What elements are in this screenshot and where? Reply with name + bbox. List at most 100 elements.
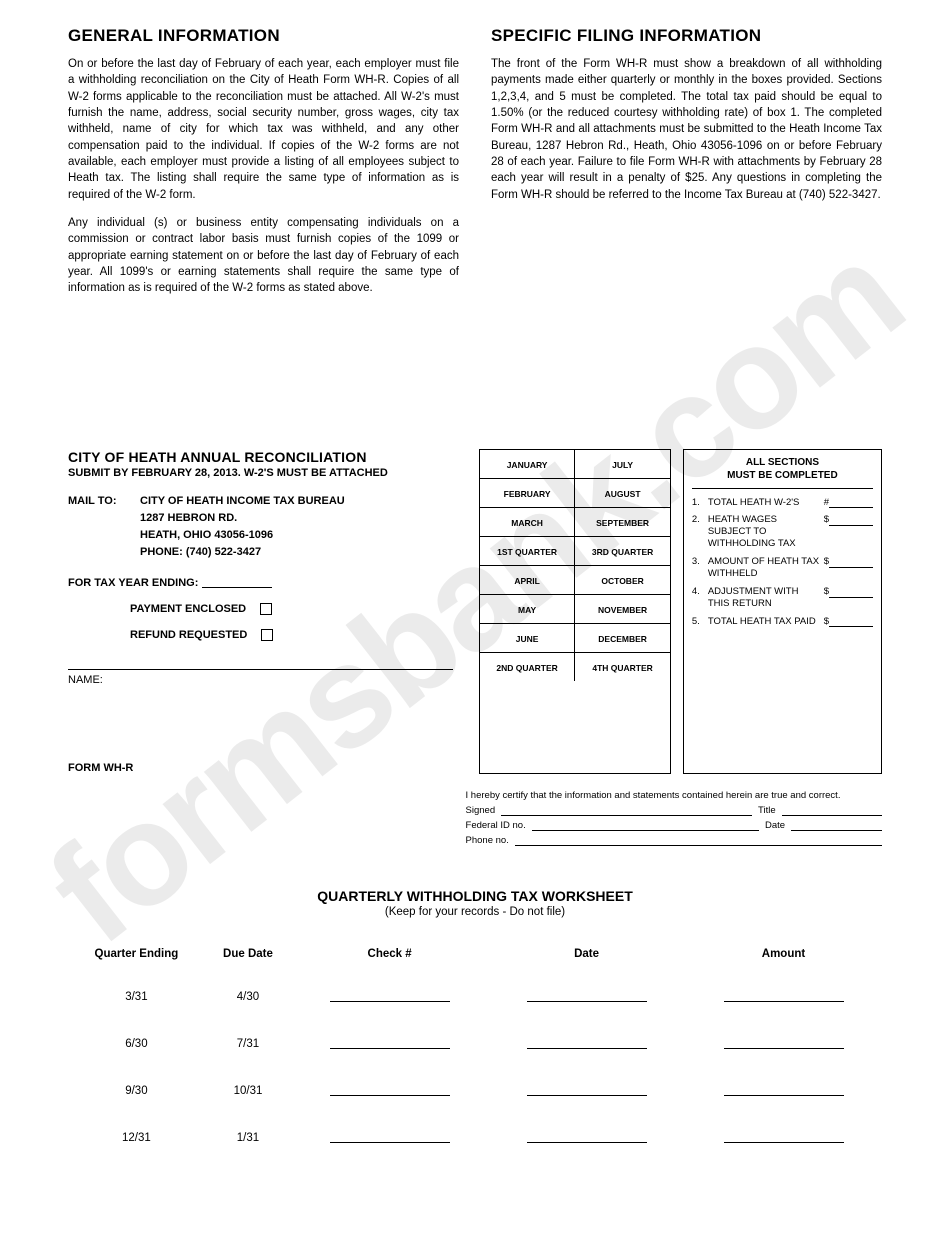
check-number-cell[interactable]	[291, 1068, 488, 1115]
signed-input[interactable]	[501, 805, 752, 816]
check-number-cell[interactable]	[291, 1021, 488, 1068]
reconciliation-subtitle: SUBMIT BY FEBRUARY 28, 2013. W-2'S MUST …	[68, 467, 453, 479]
quarter-ending-cell: 3/31	[68, 974, 205, 1021]
phone-input[interactable]	[515, 835, 882, 846]
month-cell[interactable]: 4TH QUARTER	[574, 653, 670, 681]
worksheet-column-header: Due Date	[205, 940, 291, 974]
specific-info-column: SPECIFIC FILING INFORMATION The front of…	[491, 26, 882, 309]
due-date-cell: 10/31	[205, 1068, 291, 1115]
due-date-cell: 1/31	[205, 1115, 291, 1162]
month-row: 1ST QUARTER3RD QUARTER	[480, 536, 670, 565]
section-amount[interactable]: $	[824, 616, 873, 628]
fedid-label: Federal ID no.	[466, 820, 526, 831]
mail-to-label: MAIL TO:	[68, 493, 130, 561]
month-cell[interactable]: MARCH	[480, 508, 575, 536]
section-label: TOTAL HEATH TAX PAID	[708, 616, 820, 628]
section-amount[interactable]: $	[824, 556, 873, 568]
info-columns: GENERAL INFORMATION On or before the las…	[68, 26, 882, 309]
section-amount[interactable]: $	[824, 586, 873, 598]
month-row: FEBRUARYAUGUST	[480, 478, 670, 507]
reconciliation-title: CITY OF HEATH ANNUAL RECONCILIATION	[68, 449, 453, 465]
certification-block: I hereby certify that the information an…	[466, 790, 882, 846]
worksheet-row: 3/314/30	[68, 974, 882, 1021]
payment-enclosed-label: PAYMENT ENCLOSED	[130, 603, 246, 615]
date-input[interactable]	[791, 820, 882, 831]
section-amount[interactable]: #	[824, 497, 873, 509]
check-number-cell[interactable]	[291, 974, 488, 1021]
refund-requested-row: REFUND REQUESTED	[68, 629, 453, 641]
due-date-cell: 4/30	[205, 974, 291, 1021]
month-cell[interactable]: FEBRUARY	[480, 479, 575, 507]
fedid-input[interactable]	[532, 820, 759, 831]
section-item: 4.ADJUSTMENT WITH THIS RETURN$	[692, 586, 873, 610]
section-item: 5.TOTAL HEATH TAX PAID$	[692, 616, 873, 628]
amount-cell[interactable]	[685, 974, 882, 1021]
tax-year-ending-field: FOR TAX YEAR ENDING:	[68, 577, 453, 589]
sections-header-1: ALL SECTIONS	[746, 457, 819, 468]
month-cell[interactable]: APRIL	[480, 566, 575, 594]
specific-info-para1: The front of the Form WH-R must show a b…	[491, 56, 882, 203]
name-label: NAME:	[68, 674, 103, 686]
month-cell[interactable]: 2ND QUARTER	[480, 653, 575, 681]
month-cell[interactable]: NOVEMBER	[574, 595, 670, 623]
sections-header: ALL SECTIONS MUST BE COMPLETED	[692, 456, 873, 489]
amount-cell[interactable]	[685, 1115, 882, 1162]
refund-requested-checkbox[interactable]	[261, 629, 273, 641]
reconciliation-form: CITY OF HEATH ANNUAL RECONCILIATION SUBM…	[68, 449, 882, 774]
month-cell[interactable]: MAY	[480, 595, 575, 623]
all-sections-box: ALL SECTIONS MUST BE COMPLETED 1.TOTAL H…	[683, 449, 882, 774]
date-cell[interactable]	[488, 1115, 685, 1162]
section-item: 1.TOTAL HEATH W-2'S#	[692, 497, 873, 509]
quarter-ending-cell: 9/30	[68, 1068, 205, 1115]
check-number-cell[interactable]	[291, 1115, 488, 1162]
worksheet-subtitle: (Keep for your records - Do not file)	[68, 906, 882, 918]
section-number: 3.	[692, 556, 704, 568]
worksheet-row: 9/3010/31	[68, 1068, 882, 1115]
month-cell[interactable]: OCTOBER	[574, 566, 670, 594]
month-cell[interactable]: JUNE	[480, 624, 575, 652]
amount-cell[interactable]	[685, 1068, 882, 1115]
mail-to-block: MAIL TO: CITY OF HEATH INCOME TAX BUREAU…	[68, 493, 453, 561]
sections-list: 1.TOTAL HEATH W-2'S# 2.HEATH WAGES SUBJEC…	[692, 497, 873, 628]
month-cell[interactable]: 1ST QUARTER	[480, 537, 575, 565]
month-row: MARCHSEPTEMBER	[480, 507, 670, 536]
reconciliation-left: CITY OF HEATH ANNUAL RECONCILIATION SUBM…	[68, 449, 453, 774]
month-cell[interactable]: AUGUST	[574, 479, 670, 507]
mail-line-2: 1287 HEBRON RD.	[140, 510, 345, 527]
general-info-para2: Any individual (s) or business entity co…	[68, 215, 459, 297]
month-row: JANUARYJULY	[480, 450, 670, 478]
month-cell[interactable]: SEPTEMBER	[574, 508, 670, 536]
title-input[interactable]	[782, 805, 882, 816]
section-amount[interactable]: $	[824, 514, 873, 526]
date-label: Date	[765, 820, 785, 831]
month-cell[interactable]: JANUARY	[480, 450, 575, 478]
worksheet-title: QUARTERLY WITHHOLDING TAX WORKSHEET	[68, 888, 882, 904]
month-row: 2ND QUARTER4TH QUARTER	[480, 652, 670, 681]
name-field[interactable]: NAME:	[68, 669, 453, 686]
month-quarter-grid: JANUARYJULYFEBRUARYAUGUSTMARCHSEPTEMBER1…	[479, 449, 671, 774]
month-row: JUNEDECEMBER	[480, 623, 670, 652]
worksheet-column-header: Check #	[291, 940, 488, 974]
title-label: Title	[758, 805, 776, 816]
worksheet-column-header: Quarter Ending	[68, 940, 205, 974]
mail-to-address: CITY OF HEATH INCOME TAX BUREAU 1287 HEB…	[140, 493, 345, 561]
certification-statement: I hereby certify that the information an…	[466, 790, 882, 801]
date-cell[interactable]	[488, 1068, 685, 1115]
section-item: 2.HEATH WAGES SUBJECT TO WITHHOLDING TAX…	[692, 514, 873, 550]
general-info-column: GENERAL INFORMATION On or before the las…	[68, 26, 459, 309]
worksheet-row: 6/307/31	[68, 1021, 882, 1068]
payment-enclosed-checkbox[interactable]	[260, 603, 272, 615]
date-cell[interactable]	[488, 1021, 685, 1068]
amount-cell[interactable]	[685, 1021, 882, 1068]
tax-year-ending-input[interactable]	[202, 577, 272, 588]
worksheet-header-row: Quarter EndingDue DateCheck #DateAmount	[68, 940, 882, 974]
due-date-cell: 7/31	[205, 1021, 291, 1068]
month-cell[interactable]: 3RD QUARTER	[574, 537, 670, 565]
worksheet-column-header: Date	[488, 940, 685, 974]
phone-label: Phone no.	[466, 835, 509, 846]
month-cell[interactable]: JULY	[574, 450, 670, 478]
date-cell[interactable]	[488, 974, 685, 1021]
section-item: 3.AMOUNT OF HEATH TAX WITHHELD$	[692, 556, 873, 580]
mail-line-4: PHONE: (740) 522-3427	[140, 544, 345, 561]
month-cell[interactable]: DECEMBER	[574, 624, 670, 652]
